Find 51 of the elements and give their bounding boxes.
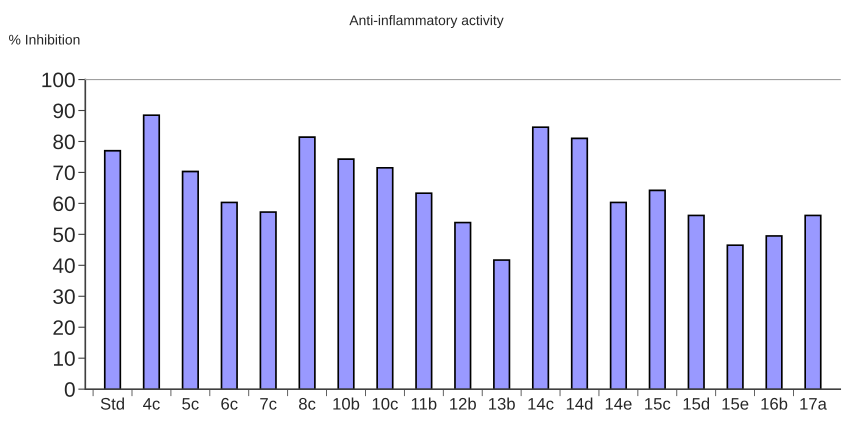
x-tick-label: 14d (566, 397, 592, 410)
x-tick-label: Std (100, 397, 124, 410)
x-tick-label: 15e (722, 398, 748, 410)
bar (337, 158, 355, 390)
bar (220, 202, 238, 390)
x-tick-label: 7c (260, 398, 277, 410)
bar (532, 126, 550, 390)
y-tick-label: 50 (53, 227, 75, 242)
y-tick-label: 20 (53, 320, 75, 335)
y-tick-label: 80 (53, 134, 75, 150)
y-tick-label: 40 (52, 258, 75, 274)
y-tick-label: 90 (53, 104, 75, 118)
x-tick-label: 5c (182, 398, 199, 410)
x-tick-label: 4c (143, 398, 160, 410)
y-tick-label: 60 (53, 196, 75, 212)
x-tick-label: 14c (528, 398, 554, 410)
bar (688, 214, 705, 390)
x-tick-label: 6c (221, 398, 238, 410)
x-tick-label: 13b (489, 397, 515, 410)
bar (104, 150, 122, 390)
bar (376, 166, 394, 390)
bar (765, 235, 783, 390)
y-tick-label: 70 (53, 165, 75, 180)
y-tick-label: 30 (53, 289, 75, 304)
bar (493, 259, 510, 390)
y-tick-label: 10 (54, 351, 75, 366)
x-tick-label: 17a (800, 398, 827, 410)
bar (570, 138, 588, 390)
bar (726, 244, 744, 390)
x-tick-label: 15d (684, 397, 710, 410)
bar (182, 170, 199, 390)
x-tick-label: 16b (761, 397, 788, 410)
bar (804, 214, 822, 390)
bar (610, 202, 628, 390)
x-tick-label: 10c (372, 398, 398, 410)
x-tick-label: 11b (412, 397, 436, 410)
y-axis-title: % Inhibition (9, 34, 80, 45)
chart-title: Anti-inflammatory activity (349, 15, 504, 28)
bar (260, 211, 277, 390)
bar (454, 222, 472, 390)
bar (415, 192, 432, 390)
bar (142, 114, 160, 390)
y-tick-label: 100 (42, 72, 75, 88)
x-tick-label: 8c (299, 398, 316, 410)
bar (298, 136, 316, 390)
x-tick-label: 10b (333, 397, 360, 410)
x-tick-label: 12b (450, 397, 476, 410)
bar (648, 190, 666, 390)
x-tick-label: 14e (606, 398, 632, 410)
x-tick-label: 15c (645, 398, 670, 410)
y-tick-label: 0 (64, 382, 75, 397)
